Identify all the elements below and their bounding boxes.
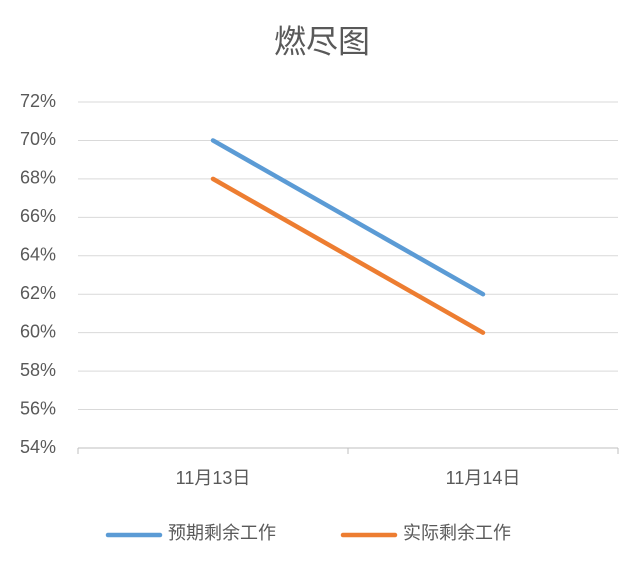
series-line bbox=[210, 138, 486, 297]
y-tick-label: 68% bbox=[20, 168, 56, 188]
y-tick-label: 72% bbox=[20, 91, 56, 111]
y-tick-label: 58% bbox=[20, 360, 56, 380]
y-tick-label: 64% bbox=[20, 245, 56, 265]
legend-label: 实际剩余工作 bbox=[403, 523, 511, 543]
y-tick-label: 60% bbox=[20, 321, 56, 341]
y-tick-label: 62% bbox=[20, 283, 56, 303]
x-tick-label: 11月14日 bbox=[446, 468, 521, 488]
chart-title: 燃尽图 bbox=[274, 23, 370, 59]
y-tick-label: 56% bbox=[20, 398, 56, 418]
x-tick-label: 11月13日 bbox=[176, 468, 251, 488]
legend-label: 预期剩余工作 bbox=[168, 523, 276, 543]
y-tick-label: 70% bbox=[20, 129, 56, 149]
series-line bbox=[210, 176, 486, 335]
y-tick-label: 54% bbox=[20, 437, 56, 457]
y-tick-label: 66% bbox=[20, 206, 56, 226]
